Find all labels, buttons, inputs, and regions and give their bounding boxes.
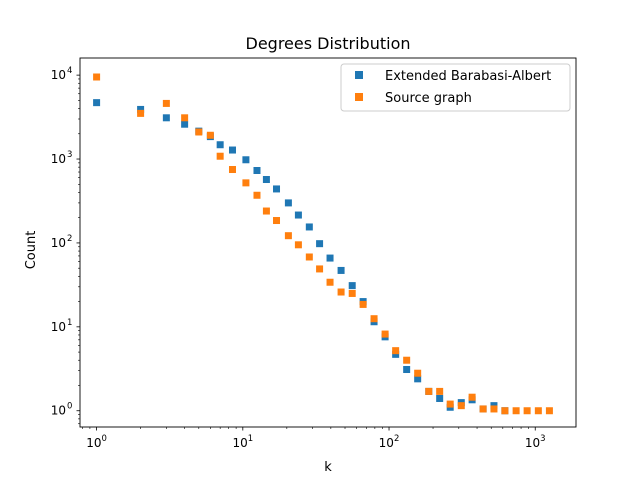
data-point-extended-barabasi-albert-17 [337, 266, 345, 274]
legend-box [340, 63, 571, 112]
chart-title: Degrees Distribution [246, 34, 411, 53]
y-axis-label: Count [24, 231, 39, 270]
data-point-extended-barabasi-albert-22 [392, 350, 400, 358]
data-point-source-graph-3 [181, 114, 189, 122]
data-point-extended-barabasi-albert-7 [228, 146, 236, 154]
data-point-source-graph-30 [479, 405, 487, 413]
data-point-source-graph-28 [457, 402, 465, 410]
data-point-extended-barabasi-albert-8 [242, 156, 250, 164]
data-point-source-graph-9 [253, 191, 261, 199]
data-point-source-graph-5 [206, 131, 214, 139]
data-point-source-graph-32 [501, 407, 509, 415]
data-point-source-graph-20 [370, 315, 378, 323]
x-tick-label-2: 102 [379, 434, 400, 450]
data-point-extended-barabasi-albert-26 [436, 394, 444, 402]
data-point-source-graph-15 [316, 265, 324, 273]
y-tick-exponent-2: 2 [67, 234, 72, 244]
y-tick-exponent-1: 1 [67, 318, 72, 328]
legend-label-extended-barabasi-albert: Extended Barabasi-Albert [385, 69, 551, 84]
data-point-source-graph-25 [425, 387, 433, 395]
data-point-extended-barabasi-albert-3 [181, 120, 189, 128]
x-tick-label-1: 101 [232, 434, 253, 450]
data-point-source-graph-35 [534, 407, 542, 415]
data-point-source-graph-6 [216, 152, 224, 160]
data-point-extended-barabasi-albert-10 [262, 176, 270, 184]
y-tick-exponent-3: 3 [67, 150, 72, 160]
data-point-extended-barabasi-albert-23 [403, 366, 411, 374]
data-point-source-graph-34 [523, 407, 531, 415]
x-tick-label-3: 103 [525, 434, 546, 450]
data-point-source-graph-1 [137, 109, 145, 117]
y-tick-label-2: 10 [51, 236, 66, 250]
data-point-source-graph-18 [348, 289, 356, 297]
legend-label-source-graph: Source graph [385, 91, 472, 106]
data-point-extended-barabasi-albert-1 [137, 105, 145, 113]
y-tick-label-3: 10 [51, 152, 66, 166]
data-point-source-graph-24 [414, 369, 422, 377]
data-point-source-graph-19 [359, 300, 367, 308]
data-point-extended-barabasi-albert-16 [326, 254, 334, 262]
data-point-source-graph-7 [228, 166, 236, 174]
data-point-source-graph-33 [512, 407, 520, 415]
data-point-source-graph-14 [305, 253, 313, 261]
data-point-source-graph-23 [403, 356, 411, 364]
data-point-extended-barabasi-albert-18 [348, 282, 356, 290]
data-point-source-graph-11 [273, 217, 281, 225]
data-point-source-graph-10 [262, 207, 270, 215]
x-axis-label: k [324, 460, 332, 475]
data-point-source-graph-2 [162, 99, 170, 107]
y-tick-exponent-0: 0 [67, 402, 72, 412]
data-point-extended-barabasi-albert-9 [253, 167, 261, 174]
data-point-source-graph-31 [490, 405, 498, 413]
data-point-source-graph-16 [326, 278, 334, 286]
y-tick-label-4: 10 [51, 68, 66, 82]
legend: Extended Barabasi-Albert Source graph [340, 63, 571, 112]
data-point-source-graph-22 [392, 347, 400, 355]
y-tick-label-1: 10 [51, 320, 66, 334]
data-point-extended-barabasi-albert-13 [294, 211, 302, 219]
data-point-source-graph-27 [446, 400, 454, 408]
data-point-source-graph-12 [284, 232, 292, 240]
data-point-source-graph-4 [195, 128, 203, 136]
data-point-source-graph-13 [294, 241, 302, 249]
data-point-extended-barabasi-albert-2 [162, 114, 170, 122]
data-point-extended-barabasi-albert-0 [93, 99, 101, 107]
data-point-source-graph-36 [545, 407, 553, 415]
data-point-source-graph-17 [337, 288, 345, 296]
axes-frame [79, 57, 577, 428]
data-point-source-graph-0 [93, 73, 101, 81]
legend-marker-source-graph [355, 93, 363, 101]
data-point-extended-barabasi-albert-24 [414, 375, 422, 383]
data-point-source-graph-21 [381, 330, 389, 338]
y-tick-label-0: 10 [51, 404, 66, 418]
data-point-source-graph-26 [436, 387, 444, 395]
data-point-source-graph-8 [242, 179, 250, 187]
legend-marker-extended-barabasi-albert [355, 71, 363, 79]
data-point-extended-barabasi-albert-11 [273, 185, 281, 193]
data-points [93, 73, 553, 415]
data-point-extended-barabasi-albert-14 [305, 223, 313, 231]
data-point-extended-barabasi-albert-15 [316, 240, 324, 248]
x-tick-label-0: 100 [86, 434, 107, 450]
data-point-source-graph-29 [468, 393, 476, 401]
data-point-extended-barabasi-albert-12 [284, 199, 292, 207]
data-point-extended-barabasi-albert-6 [216, 141, 224, 149]
y-tick-exponent-4: 4 [67, 66, 72, 76]
